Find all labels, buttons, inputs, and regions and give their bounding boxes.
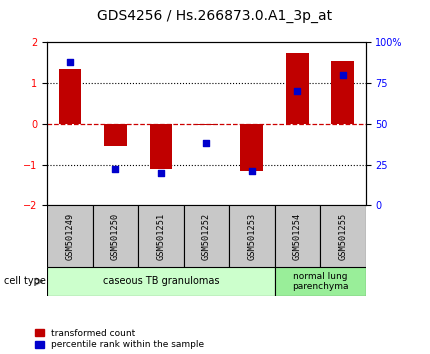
Point bbox=[67, 59, 74, 65]
Text: normal lung
parenchyma: normal lung parenchyma bbox=[292, 272, 348, 291]
Bar bbox=[47, 205, 93, 267]
Bar bbox=[138, 205, 184, 267]
Text: GSM501254: GSM501254 bbox=[293, 213, 302, 260]
Point bbox=[249, 168, 255, 174]
Bar bbox=[286, 53, 309, 124]
Point bbox=[157, 170, 164, 176]
Bar bbox=[240, 124, 263, 171]
Point bbox=[294, 88, 301, 94]
Point bbox=[203, 141, 210, 146]
Text: GSM501250: GSM501250 bbox=[111, 213, 120, 260]
Text: GSM501251: GSM501251 bbox=[157, 213, 166, 260]
Text: cell type: cell type bbox=[4, 276, 46, 286]
Bar bbox=[275, 205, 320, 267]
Text: GDS4256 / Hs.266873.0.A1_3p_at: GDS4256 / Hs.266873.0.A1_3p_at bbox=[98, 9, 332, 23]
Bar bbox=[47, 267, 275, 296]
Bar bbox=[275, 267, 366, 296]
Bar bbox=[58, 69, 81, 124]
Text: GSM501249: GSM501249 bbox=[65, 213, 74, 260]
Bar bbox=[195, 124, 218, 125]
Bar bbox=[104, 124, 127, 146]
Bar bbox=[332, 61, 354, 124]
Bar bbox=[320, 205, 366, 267]
Text: GSM501255: GSM501255 bbox=[338, 213, 347, 260]
Text: caseous TB granulomas: caseous TB granulomas bbox=[103, 276, 219, 286]
Bar bbox=[184, 205, 229, 267]
Point bbox=[112, 167, 119, 172]
Bar bbox=[229, 205, 275, 267]
Bar bbox=[150, 124, 172, 169]
Text: GSM501252: GSM501252 bbox=[202, 213, 211, 260]
Point bbox=[339, 72, 346, 78]
Bar bbox=[93, 205, 138, 267]
Text: GSM501253: GSM501253 bbox=[247, 213, 256, 260]
Legend: transformed count, percentile rank within the sample: transformed count, percentile rank withi… bbox=[34, 329, 204, 349]
